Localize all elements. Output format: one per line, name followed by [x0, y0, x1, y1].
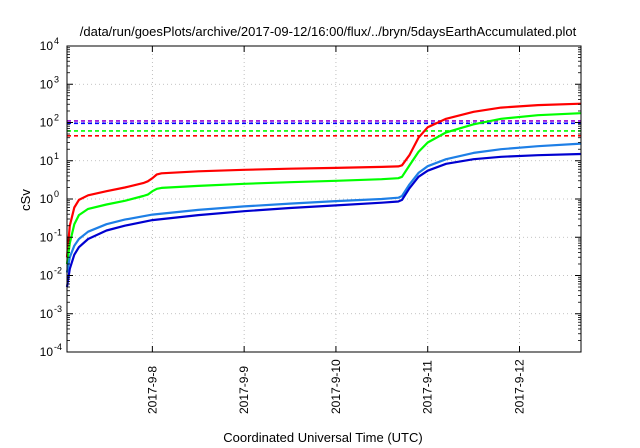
- series-line: [65, 142, 582, 273]
- y-tick-label: 10: [40, 77, 54, 91]
- y-axis-label: cSv: [18, 189, 33, 211]
- y-tick-exponent: -1: [54, 227, 62, 237]
- chart-title: /data/run/goesPlots/archive/2017-09-12/1…: [80, 24, 577, 39]
- series-lines: [65, 102, 582, 288]
- y-tick-label: 10: [40, 230, 54, 244]
- x-tick-label: 2017-9-12: [513, 359, 527, 414]
- y-tick-label: 10: [40, 269, 54, 283]
- y-tick-exponent: 2: [54, 113, 59, 123]
- y-tick-label: 10: [40, 192, 54, 206]
- x-tick-label: 2017-9-9: [237, 366, 251, 414]
- y-tick-label: 10: [40, 154, 54, 168]
- y-tick-exponent: 0: [54, 189, 59, 199]
- y-tick-label: 10: [40, 307, 54, 321]
- series-line: [65, 112, 582, 265]
- x-tick-label: 2017-9-10: [329, 359, 343, 414]
- y-tick-label: 10: [40, 345, 54, 359]
- y-tick-exponent: 1: [54, 151, 59, 161]
- y-tick-exponent: 4: [54, 36, 59, 46]
- x-tick-label: 2017-9-11: [421, 360, 435, 414]
- x-axis-label: Coordinated Universal Time (UTC): [223, 430, 422, 445]
- y-tick-exponent: 3: [54, 74, 59, 84]
- y-tick-exponent: -2: [54, 266, 62, 276]
- y-tick-label: 10: [40, 39, 54, 53]
- y-tick-exponent: -4: [54, 342, 62, 352]
- x-tick-label: 2017-9-8: [145, 366, 159, 414]
- y-tick-label: 10: [40, 116, 54, 130]
- series-line: [65, 102, 582, 258]
- y-tick-exponent: -3: [54, 304, 62, 314]
- threshold-lines: [67, 120, 581, 137]
- series-line: [65, 152, 582, 288]
- grid: [67, 46, 581, 352]
